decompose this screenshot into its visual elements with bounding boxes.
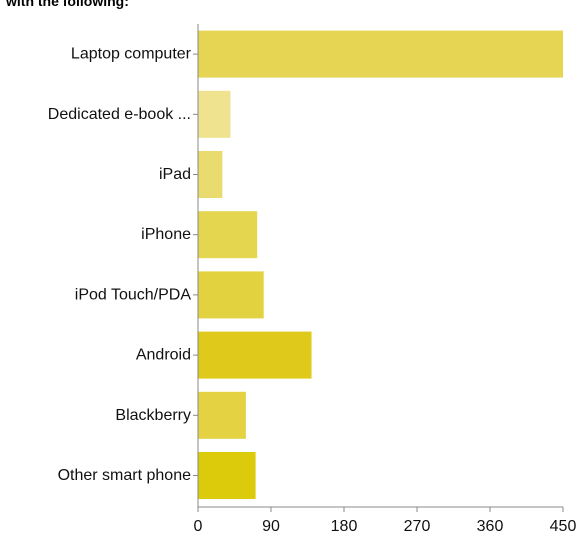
category-label-ipad: iPad: [159, 166, 191, 183]
category-label-blackberry: Blackberry: [115, 407, 191, 424]
category-label-dedicated-e-book: Dedicated e-book ...: [48, 106, 191, 123]
bar-ipad: [198, 151, 223, 198]
x-tick-label-180: 180: [331, 518, 358, 535]
x-tick-label-0: 0: [194, 518, 203, 535]
bars-group: [198, 30, 563, 499]
category-label-other-smart-phone: Other smart phone: [58, 467, 192, 484]
category-label-ipod-touch-pda: iPod Touch/PDA: [75, 286, 192, 303]
bar-dedicated-e-book: [198, 90, 231, 138]
bar-ipod-touch-pda: [198, 271, 264, 319]
bar-iphone: [198, 211, 258, 259]
bar-android: [198, 331, 312, 379]
chart-title: with the following:: [6, 0, 129, 9]
x-axis: 0 90 180 270 360 450: [194, 506, 577, 535]
x-tick-label-270: 270: [404, 518, 431, 535]
category-labels-group: Laptop computer Dedicated e-book ... iPad i…: [48, 46, 198, 484]
x-tick-label-90: 90: [262, 518, 280, 535]
category-label-laptop-computer: Laptop computer: [71, 46, 192, 63]
bar-other-smart-phone: [198, 452, 256, 499]
bar-blackberry: [198, 391, 246, 439]
bar-laptop-computer: [198, 30, 563, 78]
x-tick-label-450: 450: [550, 518, 577, 535]
category-label-android: Android: [136, 347, 191, 364]
x-tick-label-360: 360: [477, 518, 504, 535]
category-label-iphone: iPhone: [141, 226, 191, 243]
